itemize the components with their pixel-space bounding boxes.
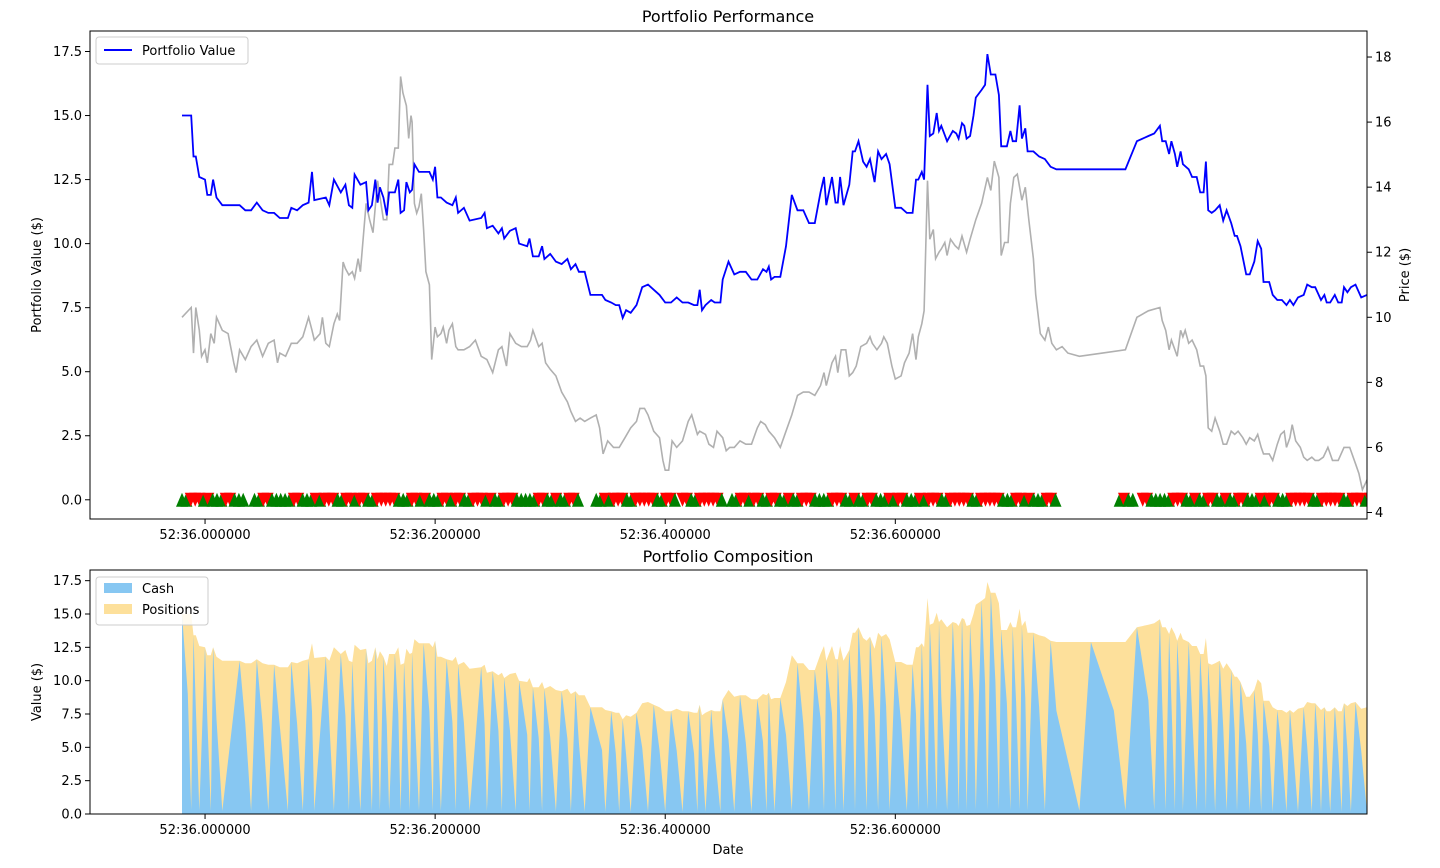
buy-marker: [1373, 493, 1385, 507]
performance-axes-frame: [89, 30, 1368, 520]
performance-title: Portfolio Performance: [642, 7, 814, 26]
sell-marker: [1355, 492, 1367, 507]
y-tick-label: 17.5: [53, 574, 82, 589]
legend-swatch-cash: [104, 583, 132, 593]
performance-y2-ticks: 4 6 8 10 12 14 16 18: [1367, 51, 1392, 521]
portfolio-value-line: [182, 53, 1367, 321]
buy-marker: [668, 492, 681, 507]
y-tick-label: 15.0: [53, 109, 82, 124]
composition-plot-area: [182, 582, 1367, 814]
x-tick-label: 52:36.200000: [390, 823, 481, 838]
cash-area: [182, 592, 1367, 814]
composition-y-ticks: 0.0 2.5 5.0 7.5 10.0 12.5 15.0 17.5: [53, 574, 90, 823]
y2-tick-label: 14: [1375, 181, 1392, 196]
y-tick-label: 0.0: [61, 493, 82, 508]
y-tick-label: 5.0: [61, 741, 82, 756]
buy-marker: [1377, 493, 1389, 507]
x-tick-label: 52:36.400000: [620, 823, 711, 838]
legend-label-positions: Positions: [142, 603, 200, 618]
y-tick-label: 2.5: [61, 774, 82, 789]
y2-tick-label: 10: [1375, 311, 1392, 326]
composition-axes-frame: [89, 569, 1368, 815]
x-tick-label: 52:36.400000: [620, 528, 711, 543]
x-tick-label: 52:36.000000: [159, 823, 250, 838]
buy-marker: [1403, 493, 1415, 507]
composition-chart: Portfolio Composition 52:36.000000 52:36.…: [30, 547, 1368, 858]
price-line: [181, 76, 1367, 493]
legend-label-portfolio-value: Portfolio Value: [142, 44, 235, 59]
buy-marker: [1359, 492, 1367, 507]
sell-marker: [1364, 492, 1367, 500]
y2-tick-label: 18: [1375, 51, 1392, 66]
performance-legend: Portfolio Value: [95, 36, 249, 65]
y-tick-label: 0.0: [61, 808, 82, 823]
x-tick-label: 52:36.000000: [159, 528, 250, 543]
y-tick-label: 2.5: [61, 429, 82, 444]
y-tick-label: 7.5: [61, 708, 82, 723]
composition-x-ticks: 52:36.000000 52:36.200000 52:36.400000 52:3…: [159, 814, 941, 838]
sell-marker: [1386, 493, 1398, 507]
performance-legend-box: [95, 36, 249, 65]
buy-marker: [715, 492, 728, 507]
composition-x-axis-label: Date: [712, 843, 743, 858]
performance-chart: Portfolio Performance 52:36.000000 52:36.…: [30, 7, 1415, 543]
buy-marker: [1368, 493, 1380, 507]
buy-marker: [1395, 493, 1407, 507]
x-tick-label: 52:36.600000: [850, 528, 941, 543]
y-tick-label: 10.0: [53, 674, 82, 689]
y-tick-label: 7.5: [61, 301, 82, 316]
y2-tick-label: 8: [1375, 376, 1383, 391]
performance-y2-axis-label: Price ($): [1398, 248, 1413, 302]
performance-x-ticks: 52:36.000000 52:36.200000 52:36.400000 52:3…: [159, 519, 941, 543]
legend-swatch-positions: [104, 604, 132, 614]
y-tick-label: 12.5: [53, 173, 82, 188]
performance-y-axis-label: Portfolio Value ($): [30, 217, 45, 333]
y2-tick-label: 16: [1375, 116, 1392, 131]
composition-y-axis-label: Value ($): [30, 663, 45, 721]
buy-marker: [1049, 492, 1062, 507]
y2-tick-label: 12: [1375, 246, 1392, 261]
composition-legend: Cash Positions: [95, 576, 209, 626]
y-tick-label: 10.0: [53, 237, 82, 252]
buy-marker: [237, 492, 250, 507]
sell-marker: [1382, 493, 1394, 507]
y-tick-label: 17.5: [53, 45, 82, 60]
composition-title: Portfolio Composition: [643, 547, 814, 566]
buy-marker: [572, 492, 584, 507]
buy-marker: [1126, 492, 1139, 507]
y-tick-label: 15.0: [53, 608, 82, 623]
y-tick-label: 12.5: [53, 641, 82, 656]
buy-marker: [1390, 493, 1402, 507]
x-tick-label: 52:36.600000: [850, 823, 941, 838]
performance-plot-area: [176, 53, 1415, 507]
y-tick-label: 5.0: [61, 365, 82, 380]
y2-tick-label: 6: [1375, 441, 1383, 456]
y2-tick-label: 4: [1375, 506, 1383, 521]
performance-y-ticks: 0.0 2.5 5.0 7.5 10.0 12.5 15.0 17.5: [53, 45, 90, 508]
legend-label-cash: Cash: [142, 582, 174, 597]
buy-marker: [1399, 493, 1411, 507]
x-tick-label: 52:36.200000: [390, 528, 481, 543]
